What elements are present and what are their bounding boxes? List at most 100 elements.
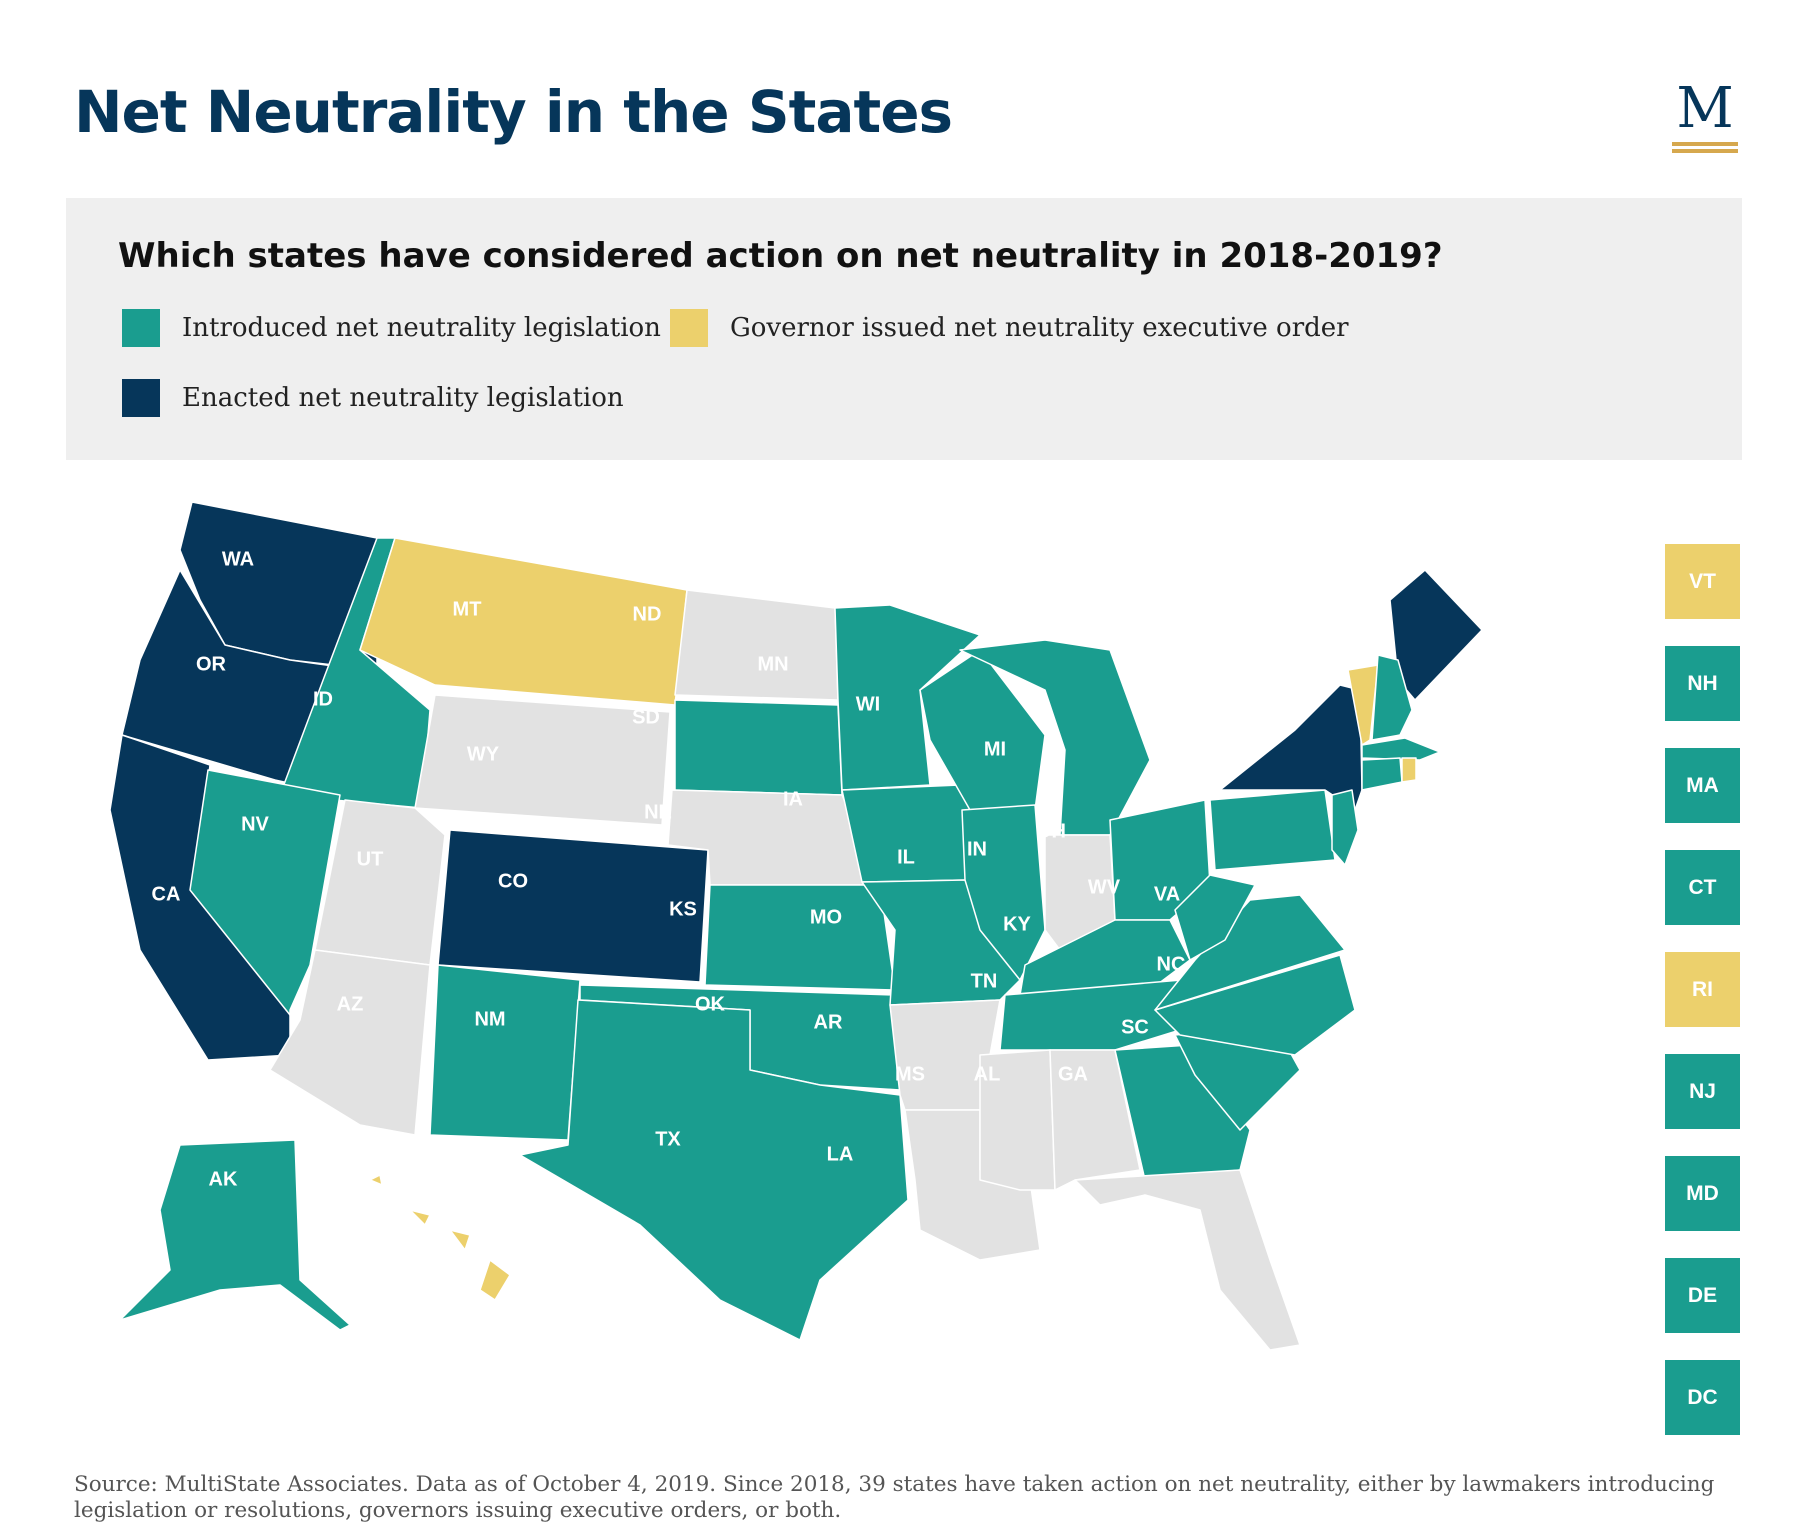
state-label-HI: HI	[482, 1230, 502, 1252]
state-AL	[1049, 1049, 1141, 1191]
state-label-AZ: AZ	[337, 993, 364, 1015]
legend-label: Governor issued net neutrality executive…	[730, 313, 1349, 343]
state-label-NM: NM	[474, 1008, 505, 1030]
multistate-logo: M	[1668, 76, 1742, 154]
logo-bar	[1672, 149, 1738, 153]
state-label-NE: NE	[644, 801, 672, 823]
state-FL	[1074, 1169, 1301, 1351]
small-state-label: DC	[1687, 1385, 1718, 1409]
state-label-CA: CA	[152, 883, 181, 905]
legend-label: Enacted net neutrality legislation	[182, 383, 624, 413]
state-SD	[674, 699, 843, 796]
page-title: Net Neutrality in the States	[74, 78, 953, 146]
state-label-MI: MI	[984, 738, 1006, 760]
state-label-TN: TN	[971, 970, 998, 992]
state-MT	[359, 537, 688, 706]
small-state-box-DC: DC	[1665, 1360, 1740, 1435]
state-GA	[1114, 1044, 1251, 1181]
state-ND	[674, 589, 839, 701]
us-states-map: WA OR CA ID NV MT WY UT AZ CO NM ND SD NE KS OK TX MN IA MO…	[109, 501, 1483, 1351]
state-IL	[961, 804, 1046, 981]
source-footnote: Source: MultiState Associates. Data as o…	[74, 1472, 1715, 1523]
state-label-IA: IA	[783, 788, 803, 810]
small-state-label: NJ	[1689, 1079, 1716, 1103]
state-NY	[1219, 684, 1363, 811]
state-MS	[979, 1049, 1056, 1191]
state-MA	[1361, 737, 1441, 761]
state-label-MN: MN	[757, 653, 788, 675]
state-label-WY: WY	[467, 743, 500, 765]
legend-item-enacted: Enacted net neutrality legislation	[122, 379, 624, 417]
small-state-box-DE: DE	[1665, 1258, 1740, 1333]
state-NC	[1154, 954, 1356, 1056]
state-label-ND: ND	[633, 603, 662, 625]
state-label-IL: IL	[897, 846, 915, 868]
small-state-label: CT	[1688, 875, 1717, 899]
state-label-NY: NY	[1203, 698, 1231, 720]
state-label-UT: UT	[357, 848, 384, 870]
state-label-NV: NV	[241, 813, 269, 835]
state-label-SD: SD	[632, 706, 660, 728]
state-AZ	[269, 949, 431, 1136]
small-state-box-CT: CT	[1665, 850, 1740, 925]
state-label-MT: MT	[453, 598, 482, 620]
state-label-ID: ID	[313, 688, 333, 710]
state-NH	[1371, 654, 1413, 741]
state-CT	[1361, 757, 1403, 791]
state-label-MS: MS	[895, 1063, 925, 1085]
state-UT	[314, 799, 446, 966]
legend-swatch-enacted	[122, 379, 160, 417]
state-WV	[1174, 874, 1256, 961]
state-MN	[834, 604, 981, 791]
logo-bar	[1672, 142, 1738, 146]
state-label-FL: FL	[1138, 1213, 1162, 1235]
state-TN	[999, 977, 1206, 1051]
small-state-box-NJ: NJ	[1665, 1054, 1740, 1129]
state-label-MO: MO	[810, 906, 842, 928]
state-label-CO: CO	[498, 870, 528, 892]
legend-item-introduced: Introduced net neutrality legislation	[122, 309, 661, 347]
state-AK	[119, 1139, 351, 1331]
small-state-label: MD	[1686, 1181, 1719, 1205]
state-label-KS: KS	[669, 898, 697, 920]
state-label-WI: WI	[856, 693, 880, 715]
legend-swatch-introduced	[122, 309, 160, 347]
small-state-box-RI: RI	[1665, 952, 1740, 1027]
small-state-box-MD: MD	[1665, 1156, 1740, 1231]
state-VT	[1347, 664, 1379, 746]
state-label-OR: OR	[196, 653, 227, 675]
state-label-SC: SC	[1121, 1016, 1149, 1038]
legend-swatch-executive-order	[670, 309, 708, 347]
state-NV	[189, 769, 341, 1016]
state-label-LA: LA	[827, 1143, 854, 1165]
state-HI	[369, 1174, 511, 1301]
state-label-AR: AR	[814, 1011, 843, 1033]
small-state-label: RI	[1692, 977, 1713, 1001]
state-label-KY: KY	[1003, 913, 1031, 935]
small-state-box-NH: NH	[1665, 646, 1740, 721]
state-NJ	[1331, 789, 1359, 866]
state-TX	[519, 999, 909, 1341]
state-label-IN: IN	[967, 838, 987, 860]
legend-panel: Which states have considered action on n…	[66, 198, 1742, 460]
state-label-AL: AL	[974, 1063, 1001, 1085]
state-label-WV: WV	[1088, 876, 1121, 898]
state-WY	[414, 694, 671, 826]
state-KS	[704, 884, 896, 991]
small-state-label: DE	[1687, 1283, 1718, 1307]
chart-question: Which states have considered action on n…	[118, 236, 1443, 276]
state-label-ME: ME	[1311, 593, 1341, 615]
state-PA	[1209, 789, 1336, 871]
small-state-label: VT	[1689, 569, 1716, 593]
state-RI	[1401, 757, 1417, 783]
logo-letter: M	[1676, 76, 1734, 141]
state-label-PA: PA	[1149, 783, 1175, 805]
state-label-GA: GA	[1058, 1063, 1088, 1085]
state-CO	[437, 829, 709, 983]
state-label-NC: NC	[1157, 953, 1186, 975]
legend-label: Introduced net neutrality legislation	[182, 313, 661, 343]
state-label-OH: OH	[1036, 820, 1066, 842]
small-state-box-VT: VT	[1665, 544, 1740, 619]
state-label-AK: AK	[209, 1168, 238, 1190]
state-label-TX: TX	[655, 1128, 681, 1150]
